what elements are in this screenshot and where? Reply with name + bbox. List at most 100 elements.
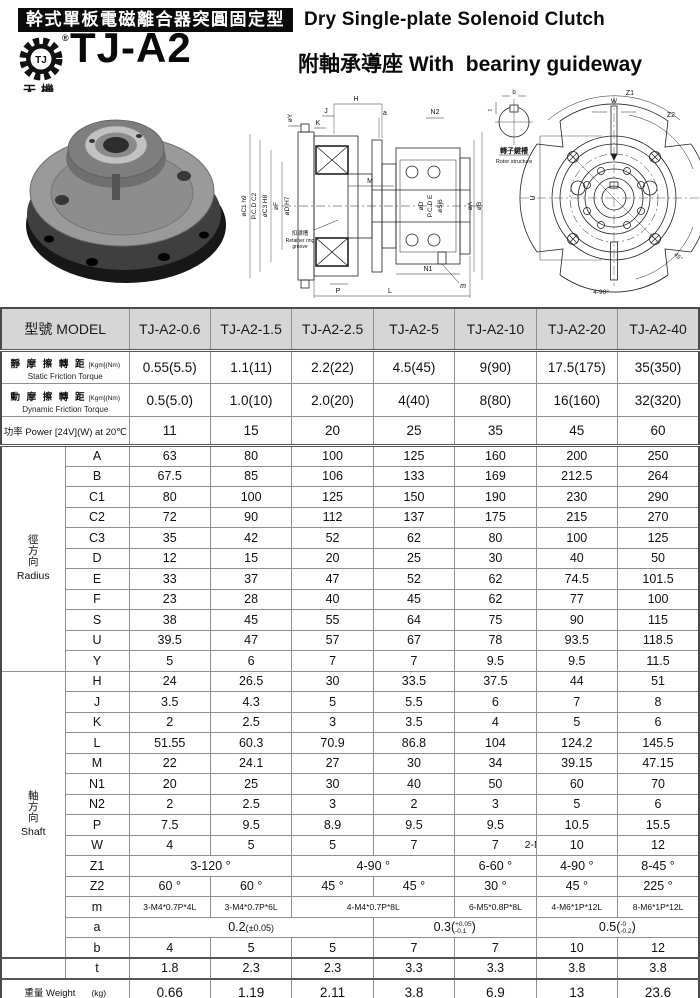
spec-value: 17.5(175) [535, 350, 619, 384]
dim-value: 2 [128, 711, 211, 733]
dim-value: 24.1 [209, 752, 293, 774]
dim-key: Y [64, 650, 130, 672]
spec-value: 15 [209, 416, 293, 447]
dim-value: 7 [454, 937, 537, 959]
dim-value: 60 [535, 773, 619, 795]
dim-value: 90 [535, 609, 619, 631]
dim-value: 30 [372, 752, 456, 774]
dim-value: 145.5 [617, 732, 700, 754]
dim-n1-label: N1 [424, 266, 433, 273]
dim-value: 6 [454, 691, 537, 713]
inset-caption-en: Rotor structure [496, 159, 532, 165]
dim-value: 11.5 [617, 650, 700, 672]
dim-c3-label: øC3 H8 [262, 194, 269, 217]
dim-value: 7 [535, 691, 619, 713]
dim-key: M [64, 752, 130, 774]
dim-value: 10 [535, 937, 619, 959]
dim-value: 5 [291, 834, 374, 856]
retainer-note-en1: Retainer ring [286, 238, 315, 244]
dim-value: 60 ° [128, 875, 211, 897]
dim-value: 125 [617, 527, 700, 549]
page-subtitle: 附軸承導座 With beariny guideway [298, 53, 643, 76]
dim-value: 150 [372, 486, 456, 508]
dim-value: 9.5 [454, 650, 537, 672]
dim-value: 35 [128, 527, 211, 549]
table-row: F 23 28 40 45 62 77 100 [1, 588, 700, 610]
dim-c1-label: øC1 h9 [241, 195, 248, 217]
dim-value: 3.3 [454, 957, 537, 979]
dim-value: 3 [291, 711, 374, 733]
table-row: P 7.5 9.5 8.9 9.5 9.5 10.5 15.5 [1, 814, 700, 836]
spec-value: 1.1(11) [209, 350, 293, 384]
dim-value: 4 [128, 834, 211, 856]
dim-value: 67 [372, 629, 456, 651]
dim-value: 39.5 [128, 629, 211, 651]
table-row: 重量 Weight (kg) 0.66 1.19 2.11 3.8 6.9 13 23.6 [0, 977, 700, 998]
dim-value: 50 [454, 773, 537, 795]
dim-key: W [64, 834, 130, 856]
dim-value: 47 [291, 568, 374, 590]
dim-value: 3.8 [617, 957, 700, 979]
dim-value: 62 [454, 588, 537, 610]
dim-key: B [64, 465, 130, 487]
weight-value: 6.9 [454, 977, 537, 998]
dim-m-label: M [367, 178, 373, 185]
spec-value: 0.5(5.0) [128, 383, 211, 417]
dim-value: 9.5 [372, 814, 456, 836]
dim-value: 60.3 [209, 732, 293, 754]
dim-value: 6-M5*0.8P*8L [454, 896, 537, 918]
model-header: 型號 MODEL [0, 307, 130, 352]
spec-value: 4(40) [372, 383, 456, 417]
dim-value: 2 [128, 793, 211, 815]
table-row: Z1 3-120 ° 4-90 ° 6-60 ° 4-90 ° 8-45 ° [1, 855, 700, 877]
dim-value: 8.9 [291, 814, 374, 836]
dim-value: 100 [617, 588, 700, 610]
dim-value: 30 ° [454, 875, 537, 897]
dim-oy-label: øY [287, 113, 294, 122]
dim-value: 5 [291, 691, 374, 713]
dim-value: 12 [617, 937, 700, 959]
dim-value: 45 ° [535, 875, 619, 897]
spec-value: 60 [617, 416, 700, 447]
dim-value: 30 [291, 670, 374, 692]
dim-value: 100 [535, 527, 619, 549]
dim-value: 125 [291, 486, 374, 508]
dim-value: 55 [291, 609, 374, 631]
dim-value: 3 [454, 793, 537, 815]
dim-value: 28 [209, 588, 293, 610]
dim-value: 9.5 [209, 814, 293, 836]
registered-mark: ® [62, 33, 69, 43]
dim-key: H [64, 670, 130, 692]
dim-f-label: øF [273, 202, 280, 210]
dim-key: C1 [64, 486, 130, 508]
dim-value: 45 [372, 588, 456, 610]
dim-value: 230 [535, 486, 619, 508]
dim-value: 60 ° [209, 875, 293, 897]
dim-value: 62 [372, 527, 456, 549]
dim-value: 2.5 [209, 793, 293, 815]
dim-value: 2.3 [209, 957, 293, 979]
dim-key: m [64, 896, 130, 918]
dim-u-label: U [530, 195, 537, 200]
dim-value: 45 ° [291, 875, 374, 897]
table-row: J 3.5 4.3 5 5.5 6 7 8 [1, 691, 700, 713]
dim-value: 45 ° [372, 875, 456, 897]
table-row: E 33 37 47 52 62 74.5 101.5 [1, 568, 700, 590]
table-row: b 4 5 5 7 7 10 12 [1, 937, 700, 959]
dim-key: E [64, 568, 130, 590]
dim-value: 100 [291, 445, 374, 467]
dim-value: 175 [454, 506, 537, 528]
dim-value: 6-60 ° [454, 855, 537, 877]
dim-value: 47 [209, 629, 293, 651]
dim-value: 72 [128, 506, 211, 528]
dim-value: 118.5 [617, 629, 700, 651]
table-row: B 67.5 85 106 133 169 212.5 264 [1, 465, 700, 487]
dim-45deg-label: 45° [672, 252, 683, 263]
table-row: 型號 MODEL TJ-A2-0.6 TJ-A2-1.5 TJ-A2-2.5 TJ-A2… [0, 307, 700, 352]
table-row: 徑方向 Radius A 63 80 100 125 160 200 250 [0, 445, 700, 672]
dim-value: 86.8 [372, 732, 456, 754]
table-row: M 22 24.1 27 30 34 39.15 47.15 [1, 752, 700, 774]
dim-value: 33 [128, 568, 211, 590]
dim-value: 39.15 [535, 752, 619, 774]
dim-value: 137 [372, 506, 456, 528]
